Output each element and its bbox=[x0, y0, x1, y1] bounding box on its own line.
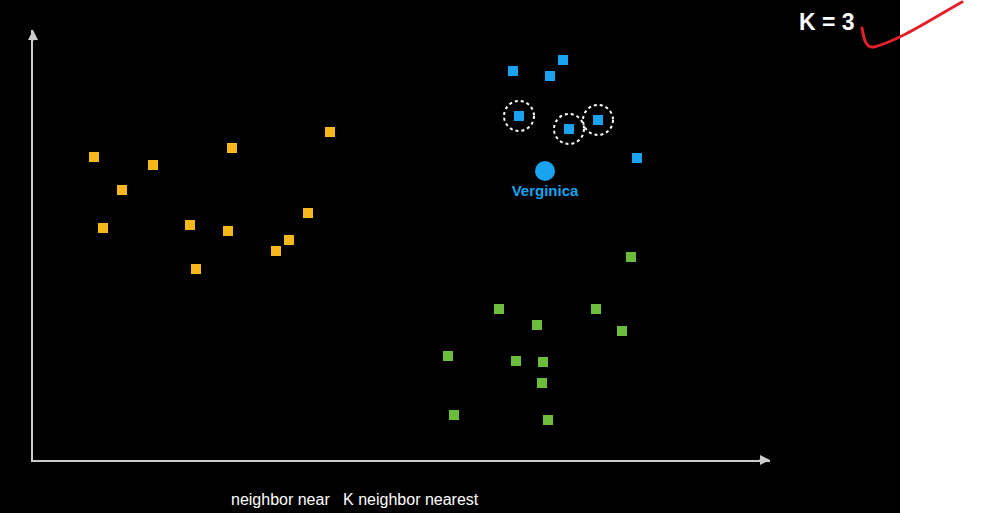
svg-text:Verginica: Verginica bbox=[512, 182, 579, 199]
svg-text:K = 3: K = 3 bbox=[799, 9, 855, 35]
svg-text:neighbor near K neighbor nea: neighbor near K neighbor nearest bbox=[231, 491, 479, 508]
